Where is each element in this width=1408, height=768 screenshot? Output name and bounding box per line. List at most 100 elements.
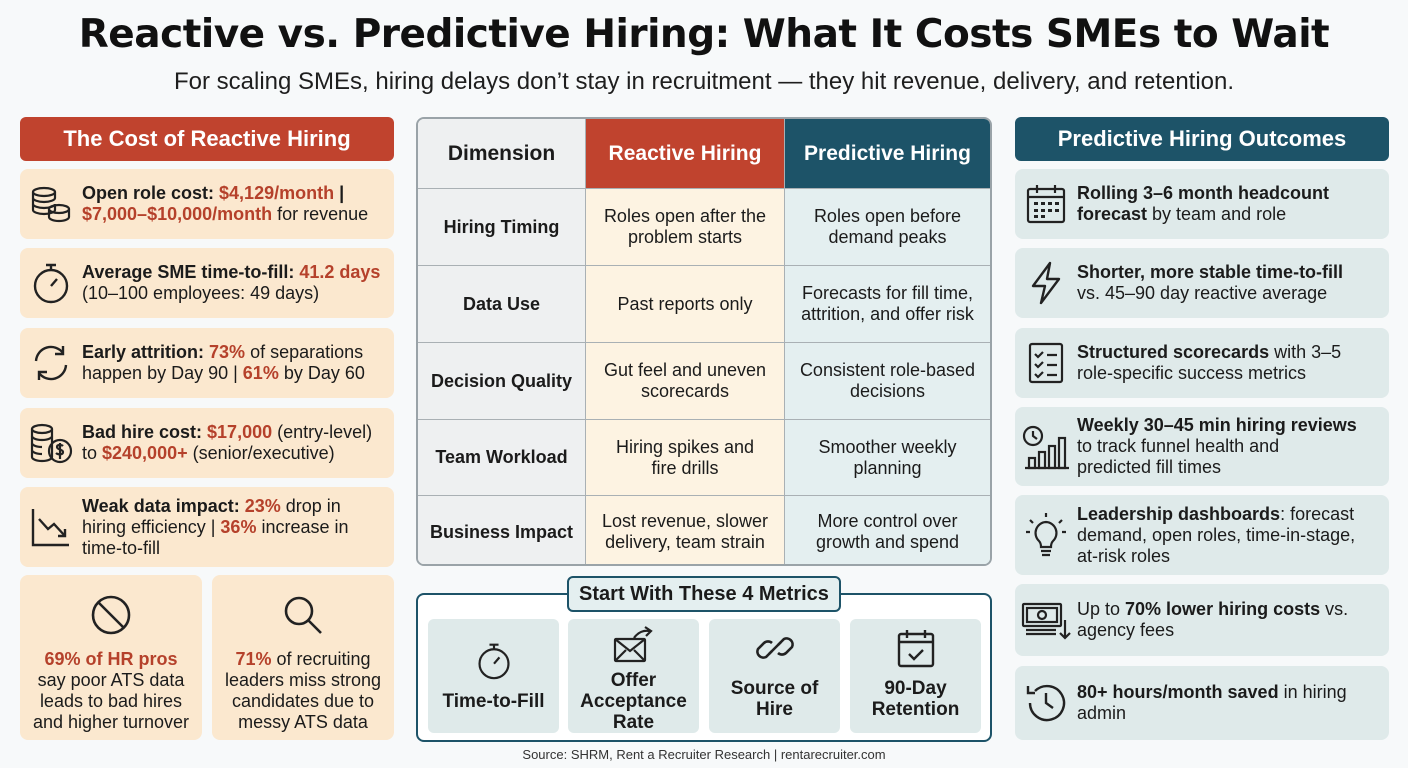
metric-label: Offer bbox=[610, 670, 657, 691]
card-text: Weak data impact: bbox=[82, 495, 245, 516]
reactive-cell: Hiring spikes and fire drills bbox=[586, 420, 785, 495]
outcome-card-time-to-fill: Shorter, more stable time-to-fill vs. 45–… bbox=[1015, 248, 1389, 318]
card-early-attrition: Early attrition: 73% of separations happe… bbox=[20, 328, 394, 398]
card-text: vs. bbox=[1320, 599, 1349, 619]
cell-text: Lost revenue, slower bbox=[601, 511, 769, 531]
card-text: : forecast bbox=[1280, 503, 1355, 524]
card-highlight: $7,000–$10,000/month bbox=[82, 204, 273, 224]
right-header: Predictive Hiring Outcomes bbox=[1015, 117, 1389, 161]
outcome-card-weekly-reviews: Weekly 30–45 min hiring reviews to track … bbox=[1015, 407, 1389, 486]
predictive-cell: Smoother weekly planning bbox=[785, 420, 990, 495]
stat-text: leads to bad hires bbox=[39, 691, 183, 711]
source-footnote: Source: SHRM, Rent a Recruiter Research … bbox=[522, 747, 886, 762]
metric-source-of-hire: Source of Hire bbox=[709, 619, 840, 733]
card-highlight: 61% bbox=[242, 363, 279, 383]
cell-text: problem starts bbox=[627, 227, 743, 247]
card-time-to-fill: Average SME time-to-fill: 41.2 days (10–1… bbox=[20, 248, 394, 318]
outcome-card-scorecards: Structured scorecards with 3–5 role-speci… bbox=[1015, 328, 1389, 398]
outcome-card-hiring-costs: Up to 70% lower hiring costs vs. agency f… bbox=[1015, 584, 1389, 656]
cell-text: growth and spend bbox=[815, 532, 960, 552]
metric-label: Time-to-Fill bbox=[442, 691, 545, 712]
card-text: admin bbox=[1077, 703, 1127, 723]
cell-text: Forecasts for fill time, bbox=[801, 283, 974, 303]
magnifier-icon bbox=[281, 587, 325, 643]
outcome-card-forecast: Rolling 3–6 month headcount forecast by t… bbox=[1015, 169, 1389, 239]
left-header: The Cost of Reactive Hiring bbox=[20, 117, 394, 161]
cell-text: decisions bbox=[849, 381, 926, 401]
card-text: Leadership dashboards bbox=[1077, 503, 1281, 524]
outcome-card-dashboards: Leadership dashboards: forecast demand, o… bbox=[1015, 495, 1389, 575]
cell-text: planning bbox=[853, 457, 922, 478]
cell-text: Gut feel and uneven bbox=[603, 360, 767, 380]
card-text: Open role cost: bbox=[82, 183, 220, 203]
card-text: 80+ hours/month saved bbox=[1077, 682, 1279, 702]
card-text: happen by Day 90 | bbox=[82, 363, 243, 383]
table-row: Decision Quality Gut feel and uneven scor… bbox=[418, 343, 990, 420]
table-row: Hiring Timing Roles open after the proble… bbox=[418, 189, 990, 266]
table-row: Team Workload Hiring spikes and fire dril… bbox=[418, 420, 990, 496]
metrics-title: Start With These 4 Metrics bbox=[567, 576, 841, 612]
card-text: demand, open roles, time-in-stage, bbox=[1077, 524, 1356, 545]
card-text: to bbox=[82, 443, 103, 463]
lightning-icon bbox=[1015, 261, 1077, 305]
card-text: (entry-level) bbox=[272, 422, 373, 442]
envelope-icon bbox=[612, 619, 656, 666]
card-weak-data-impact: Weak data impact: 23% drop in hiring effi… bbox=[20, 487, 394, 567]
cell-text: Hiring spikes and bbox=[615, 436, 755, 457]
card-text: hiring efficiency | bbox=[82, 516, 221, 537]
col-header-predictive: Predictive Hiring bbox=[785, 119, 990, 188]
card-highlight: 41.2 days bbox=[299, 262, 381, 282]
card-text: with 3–5 bbox=[1269, 342, 1342, 362]
predictive-cell: More control over growth and spend bbox=[785, 496, 990, 564]
stopwatch-icon bbox=[475, 619, 513, 681]
stat-text: say poor ATS data bbox=[37, 670, 185, 690]
cash-down-icon bbox=[1015, 598, 1077, 642]
card-highlight: $17,000 bbox=[207, 422, 273, 442]
card-text: (10–100 employees: 49 days) bbox=[82, 283, 320, 303]
cell-text: attrition, and offer risk bbox=[801, 304, 974, 324]
history-icon bbox=[1015, 681, 1077, 725]
stat-text: and higher turnover bbox=[32, 712, 190, 732]
predictive-cell: Consistent role-based decisions bbox=[785, 343, 990, 419]
card-highlight: 36% bbox=[220, 516, 257, 537]
metric-offer-acceptance: Offer Acceptance Rate bbox=[568, 619, 699, 733]
metric-label: Acceptance bbox=[580, 691, 687, 712]
calendar-icon bbox=[1015, 183, 1077, 225]
card-text: at-risk roles bbox=[1077, 545, 1171, 566]
predictive-cell: Roles open before demand peaks bbox=[785, 189, 990, 265]
card-text: Weekly 30–45 min hiring reviews bbox=[1077, 415, 1357, 435]
metric-label: Retention bbox=[871, 699, 960, 720]
reactive-cell: Roles open after the problem starts bbox=[586, 189, 785, 265]
cell-text: fire drills bbox=[651, 457, 719, 478]
card-text: drop in bbox=[280, 495, 341, 516]
stat-highlight: 71% bbox=[235, 649, 272, 669]
card-text: for revenue bbox=[272, 204, 369, 224]
card-text: increase in bbox=[256, 516, 349, 537]
card-text: by team and role bbox=[1147, 204, 1287, 224]
card-bad-hire-cost: Bad hire cost: $17,000 (entry-level) to $… bbox=[20, 408, 394, 478]
metric-label: Hire bbox=[756, 699, 793, 720]
card-text: (senior/executive) bbox=[187, 443, 335, 463]
card-text: Bad hire cost: bbox=[82, 422, 208, 442]
reactive-cell: Past reports only bbox=[586, 266, 785, 342]
row-dimension: Data Use bbox=[418, 266, 586, 342]
comparison-table: Dimension Reactive Hiring Predictive Hir… bbox=[416, 117, 992, 566]
stat-card-recruiting-leaders: 71% of recruiting leaders miss strong cand… bbox=[212, 575, 394, 740]
card-text: to track funnel health and bbox=[1077, 436, 1280, 456]
checklist-icon bbox=[1015, 341, 1077, 385]
page-subtitle: For scaling SMEs, hiring delays don’t st… bbox=[173, 68, 1235, 95]
outcome-card-hours-saved: 80+ hours/month saved in hiring admin bbox=[1015, 666, 1389, 740]
card-text: Average SME time-to-fill: bbox=[82, 262, 300, 282]
lightbulb-icon bbox=[1015, 512, 1077, 558]
row-dimension: Business Impact bbox=[418, 496, 586, 564]
metric-time-to-fill: Time-to-Fill bbox=[428, 619, 559, 733]
reactive-cell: Gut feel and uneven scorecards bbox=[586, 343, 785, 419]
money-coins-icon bbox=[20, 421, 82, 465]
row-dimension: Hiring Timing bbox=[418, 189, 586, 265]
cell-text: scorecards bbox=[640, 381, 730, 401]
card-text: Early attrition: bbox=[82, 342, 210, 362]
cell-text: Past reports only bbox=[617, 293, 753, 314]
stat-text: of recruiting bbox=[271, 649, 371, 669]
card-text: Structured scorecards bbox=[1077, 342, 1270, 362]
cell-text: More control over bbox=[817, 511, 958, 531]
